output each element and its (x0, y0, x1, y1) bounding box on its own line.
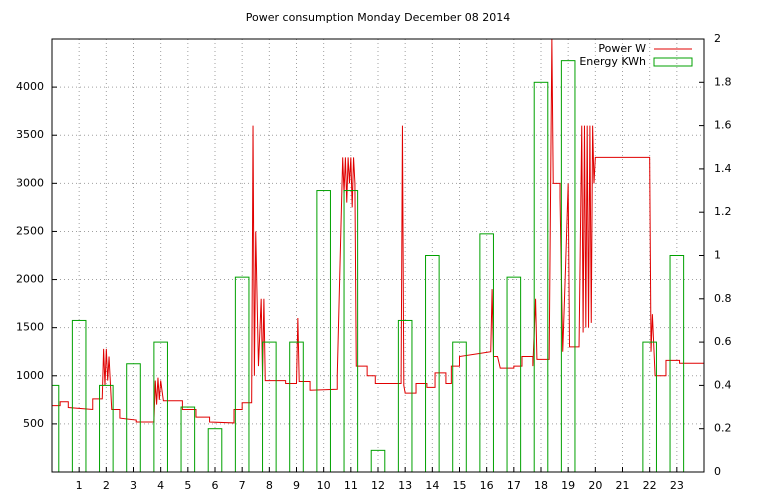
energy-box (52, 384, 60, 472)
x-tick-label: 2 (103, 479, 110, 492)
energy-box (425, 255, 440, 472)
y2-tick-label: 1.8 (714, 75, 732, 88)
chart-title: Power consumption Monday December 08 201… (246, 11, 510, 24)
y2-tick-label: 0.2 (714, 422, 732, 435)
energy-box (289, 341, 304, 472)
x-tick-label: 16 (480, 479, 494, 492)
energy-box (234, 276, 250, 472)
plot-area (52, 39, 704, 472)
energy-box (669, 255, 685, 472)
legend-label: Energy KWh (579, 55, 646, 68)
grid (52, 39, 704, 472)
energy-box (506, 276, 522, 472)
energy-box (533, 81, 549, 472)
x-tick-label: 15 (453, 479, 467, 492)
legend-swatch (653, 57, 693, 67)
x-tick-label: 7 (239, 479, 246, 492)
x-tick-label: 11 (344, 479, 358, 492)
energy-box (316, 190, 331, 472)
x-tick-label: 21 (616, 479, 630, 492)
power-line (52, 39, 704, 424)
y2-tick-label: 1.4 (714, 162, 732, 175)
x-tick-label: 8 (266, 479, 273, 492)
y-tick-label: 1000 (16, 369, 44, 382)
energy-box (642, 341, 657, 472)
x-tick-label: 1 (76, 479, 83, 492)
x-tick-label: 19 (561, 479, 575, 492)
x-tick-label: 3 (130, 479, 137, 492)
energy-box (71, 319, 87, 472)
x-tick-label: 12 (371, 479, 385, 492)
energy-box (153, 341, 168, 472)
x-tick-label: 5 (184, 479, 191, 492)
y2-tick-label: 0.4 (714, 378, 732, 391)
x-tick-label: 13 (398, 479, 412, 492)
y2-tick-label: 1.2 (714, 205, 732, 218)
x-tick-label: 17 (507, 479, 521, 492)
x-tick-label: 20 (588, 479, 602, 492)
energy-box (370, 449, 386, 472)
x-tick-label: 18 (534, 479, 548, 492)
y-tick-label: 1500 (16, 321, 44, 334)
y2-tick-label: 1.6 (714, 119, 732, 132)
y-tick-label: 4000 (16, 80, 44, 93)
x-tick-label: 22 (643, 479, 657, 492)
energy-box (343, 190, 359, 472)
legend-label: Power W (598, 42, 646, 55)
x-tick-label: 14 (425, 479, 439, 492)
y-tick-label: 2500 (16, 224, 44, 237)
y-tick-label: 3500 (16, 128, 44, 141)
y2-tick-label: 0 (714, 465, 721, 478)
energy-box (397, 319, 413, 472)
energy-box (126, 363, 141, 472)
y2-tick-label: 1 (714, 249, 721, 262)
x-tick-label: 4 (157, 479, 164, 492)
energy-box (452, 341, 467, 472)
energy-box (560, 60, 576, 472)
axes: 1 2 3 4 5 6 7 8 9 10 11 12 13 14 15 16 17 18 19 20 21 22 23500… (16, 32, 732, 492)
y2-tick-label: 0.8 (714, 292, 732, 305)
energy-box (207, 428, 223, 472)
y-tick-label: 500 (23, 417, 44, 430)
x-tick-label: 6 (212, 479, 219, 492)
plot-border (51, 38, 705, 473)
y2-tick-label: 0.6 (714, 335, 732, 348)
energy-box (262, 341, 277, 472)
y-tick-label: 3000 (16, 176, 44, 189)
energy-box (479, 233, 494, 472)
x-tick-label: 23 (670, 479, 684, 492)
y-tick-label: 2000 (16, 273, 44, 286)
x-tick-label: 9 (293, 479, 300, 492)
x-tick-label: 10 (317, 479, 331, 492)
y2-tick-label: 2 (714, 32, 721, 45)
